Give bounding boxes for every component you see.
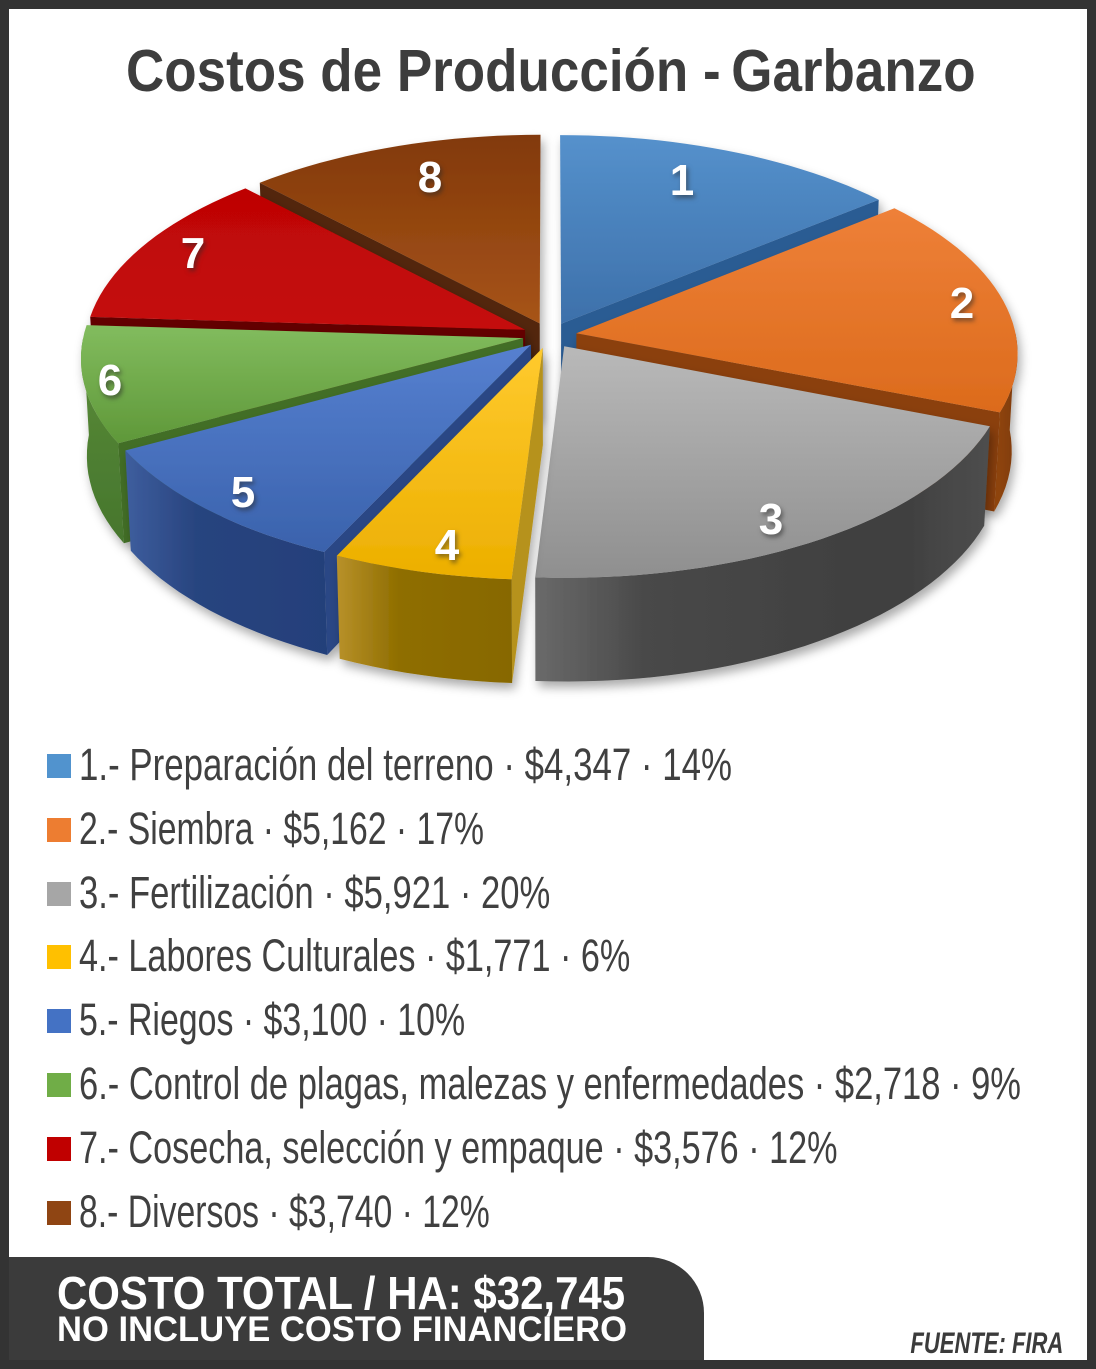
- svg-text:8: 8: [418, 153, 442, 202]
- svg-text:5: 5: [231, 468, 255, 517]
- svg-text:2: 2: [950, 279, 974, 328]
- svg-text:1: 1: [670, 156, 694, 205]
- svg-text:4: 4: [435, 521, 460, 570]
- svg-text:3: 3: [759, 495, 783, 544]
- svg-text:6: 6: [98, 356, 122, 405]
- svg-text:7: 7: [181, 229, 205, 278]
